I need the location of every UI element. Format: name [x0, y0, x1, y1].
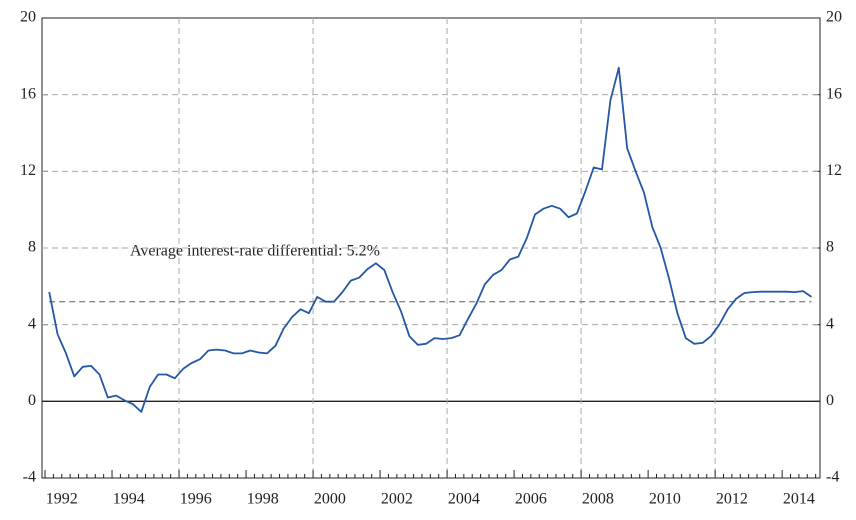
x-tick-label: 2004 [448, 491, 480, 508]
y-tick-label: 16 [20, 85, 36, 102]
x-tick-label: 2008 [582, 491, 614, 508]
y-tick-label: 4 [28, 315, 36, 332]
y-tick-label: 0 [28, 392, 36, 409]
y2-tick-label: 16 [826, 85, 842, 102]
x-tick-label: 2012 [716, 491, 748, 508]
y-tick-label: -4 [23, 469, 36, 486]
y2-tick-label: 0 [826, 392, 834, 409]
x-tick-label: 2010 [649, 491, 681, 508]
y-tick-label: 12 [20, 162, 36, 179]
y2-tick-label: 20 [826, 9, 842, 26]
y2-tick-label: -4 [826, 469, 839, 486]
x-tick-label: 1998 [247, 491, 279, 508]
y2-tick-label: 8 [826, 239, 834, 256]
x-tick-label: 2014 [783, 491, 815, 508]
x-tick-label: 2000 [314, 491, 346, 508]
y-tick-label: 20 [20, 9, 36, 26]
y-tick-label: 8 [28, 239, 36, 256]
annotation: Average interest-rate differential: 5.2% [130, 243, 380, 260]
x-tick-label: 2006 [515, 491, 547, 508]
x-tick-label: 1996 [180, 491, 212, 508]
y2-tick-label: 4 [826, 315, 834, 332]
x-tick-label: 2002 [381, 491, 413, 508]
x-tick-label: 1994 [113, 491, 145, 508]
y2-tick-label: 12 [826, 162, 842, 179]
data-line [48, 66, 813, 413]
x-tick-label: 1992 [46, 491, 78, 508]
